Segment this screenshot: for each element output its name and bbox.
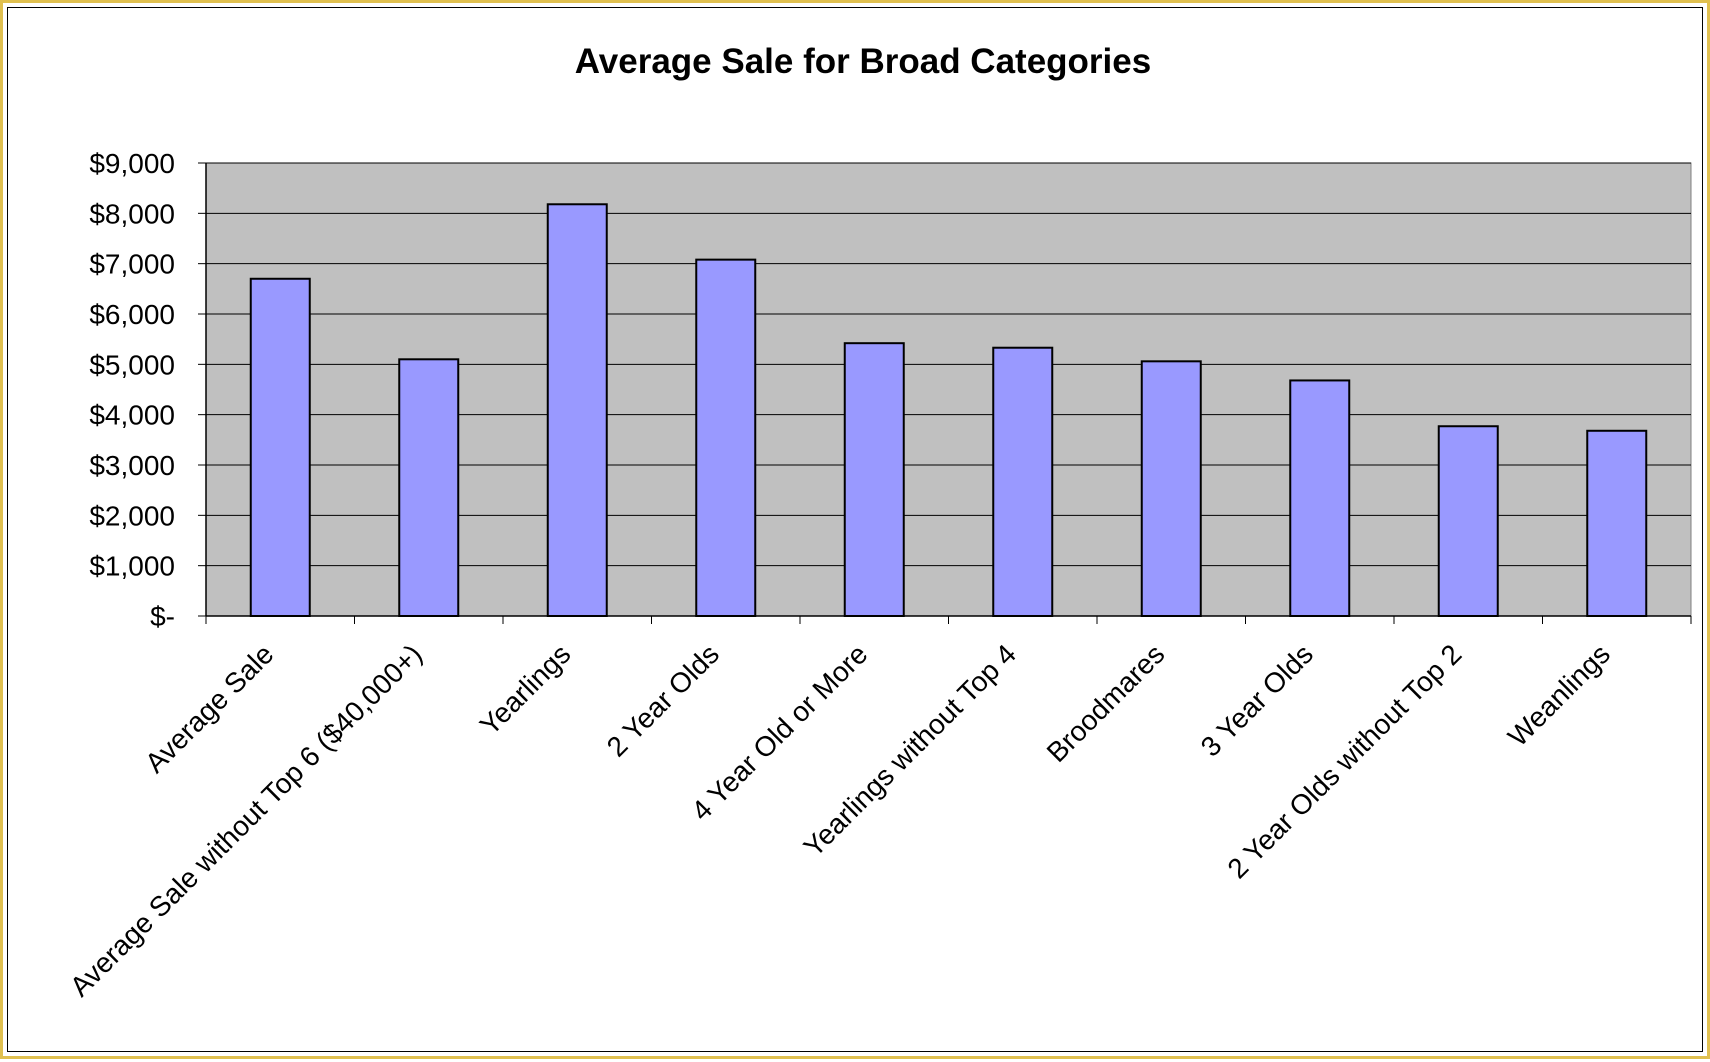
y-tick-label: $9,000 [89,148,175,179]
x-category-label: 2 Year Olds [601,638,725,762]
bar [398,358,460,617]
y-tick-label: $5,000 [89,349,175,380]
x-category-label: 3 Year Olds [1195,638,1319,762]
y-tick-label: $1,000 [89,551,175,582]
bar [546,203,608,617]
y-tick-label: $7,000 [89,249,175,280]
x-category-label: Broodmares [1041,638,1171,768]
bar [992,346,1054,617]
bar [843,342,905,617]
bars [249,203,1648,618]
y-tick-label: $8,000 [89,198,175,229]
bar [249,277,311,617]
bar [1140,360,1202,617]
x-category-label: Average Sale [139,638,279,778]
y-tick-label: $2,000 [89,500,175,531]
y-tick-label: $6,000 [89,299,175,330]
bar [1586,429,1648,618]
axes [205,163,1692,624]
x-category-label: Yearlings [474,638,577,741]
y-tick-label: $4,000 [89,400,175,431]
x-category-label: 2 Year Olds without Top 2 [1221,638,1467,884]
chart-title: Average Sale for Broad Categories [575,42,1151,81]
y-axis-ticks: $- $1,000 $2,000 $3,000 $4,000 $5,000 $6,000 $7… [89,148,206,632]
bar [1437,425,1499,618]
y-tick-label: $- [150,601,175,632]
y-tick-label: $3,000 [89,450,175,481]
bar-chart: Average Sale for Broad Categories $- $1,0… [64,42,1692,1002]
bar [695,258,757,617]
x-category-label: Weanlings [1502,638,1616,752]
bar [1289,379,1351,617]
